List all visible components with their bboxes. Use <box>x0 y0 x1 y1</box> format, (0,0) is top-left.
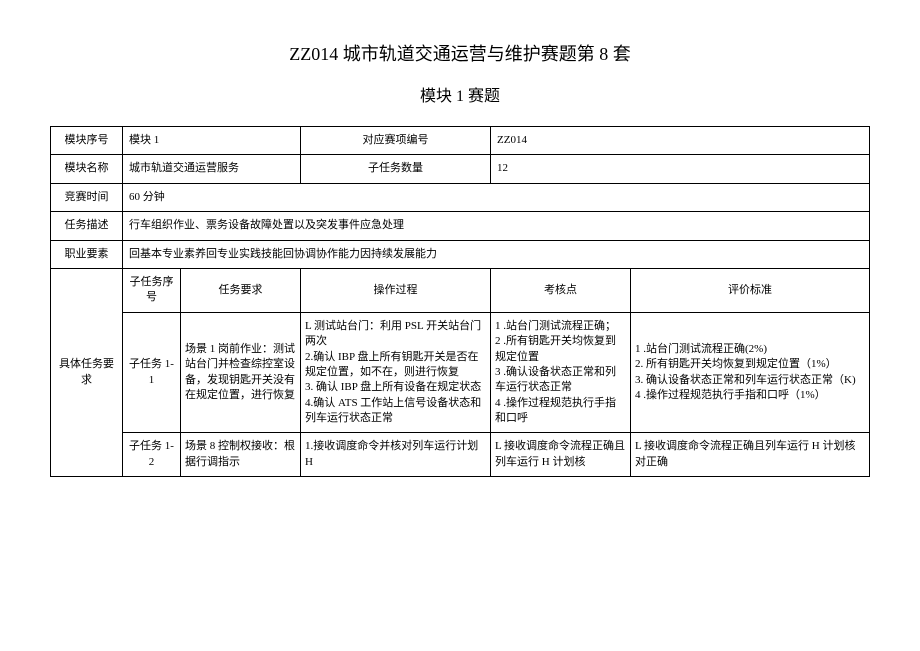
page-subtitle: 模块 1 赛题 <box>50 82 870 106</box>
row-task-desc: 任务描述 行车组织作业、票务设备故障处置以及突发事件应急处理 <box>51 212 870 240</box>
header-subtask-seq: 子任务序号 <box>123 268 181 312</box>
task-eval: L 接收调度命令流程正确且列车运行 H 计划核对正确 <box>631 433 870 477</box>
label-task-desc: 任务描述 <box>51 212 123 240</box>
label-occ-req: 职业要素 <box>51 240 123 268</box>
value-task-desc: 行车组织作业、票务设备故障处置以及突发事件应急处理 <box>123 212 870 240</box>
value-subtask-count: 12 <box>491 155 870 183</box>
page-title: ZZ014 城市轨道交通运营与维护赛题第 8 套 <box>50 40 870 66</box>
header-task-req: 任务要求 <box>181 268 301 312</box>
task-seq: 子任务 1-2 <box>123 433 181 477</box>
task-check: L 接收调度命令流程正确且列车运行 H 计划核 <box>491 433 631 477</box>
main-table: 模块序号 模块 1 对应赛项编号 ZZ014 模块名称 城市轨道交通运营服务 子… <box>50 126 870 477</box>
row-occ-req: 职业要素 回基本专业素养回专业实践技能回协调协作能力因持续发展能力 <box>51 240 870 268</box>
value-module-name: 城市轨道交通运营服务 <box>123 155 301 183</box>
row-module-seq: 模块序号 模块 1 对应赛项编号 ZZ014 <box>51 127 870 155</box>
row-task-headers: 具体任务要求 子任务序号 任务要求 操作过程 考核点 评价标准 <box>51 268 870 312</box>
label-module-seq: 模块序号 <box>51 127 123 155</box>
value-module-seq: 模块 1 <box>123 127 301 155</box>
task-row-1: 子任务 1-1 场景 1 岗前作业：测试站台门并检查综控室设备，发现钥匙开关没有… <box>51 312 870 433</box>
label-comp-code: 对应赛项编号 <box>301 127 491 155</box>
task-row-2: 子任务 1-2 场景 8 控制权接收：根据行调指示 1.接收调度命令并核对列车运… <box>51 433 870 477</box>
task-req: 场景 8 控制权接收：根据行调指示 <box>181 433 301 477</box>
task-check: 1 .站台门测试流程正确；2 .所有钥匙开关均恢复到规定位置3 .确认设备状态正… <box>491 312 631 433</box>
task-proc: L 测试站台门：利用 PSL 开关站台门两次2.确认 IBP 盘上所有钥匙开关是… <box>301 312 491 433</box>
row-module-name: 模块名称 城市轨道交通运营服务 子任务数量 12 <box>51 155 870 183</box>
header-check: 考核点 <box>491 268 631 312</box>
value-comp-time: 60 分钟 <box>123 183 870 211</box>
header-eval: 评价标准 <box>631 268 870 312</box>
value-comp-code: ZZ014 <box>491 127 870 155</box>
label-subtask-count: 子任务数量 <box>301 155 491 183</box>
label-comp-time: 竞赛时间 <box>51 183 123 211</box>
task-seq: 子任务 1-1 <box>123 312 181 433</box>
label-detail: 具体任务要求 <box>51 268 123 476</box>
task-eval: 1 .站台门测试流程正确(2%)2. 所有钥匙开关均恢复到规定位置（1%）3. … <box>631 312 870 433</box>
task-req: 场景 1 岗前作业：测试站台门并检查综控室设备，发现钥匙开关没有在规定位置，进行… <box>181 312 301 433</box>
task-proc: 1.接收调度命令并核对列车运行计划 H <box>301 433 491 477</box>
row-comp-time: 竞赛时间 60 分钟 <box>51 183 870 211</box>
header-proc: 操作过程 <box>301 268 491 312</box>
label-module-name: 模块名称 <box>51 155 123 183</box>
value-occ-req: 回基本专业素养回专业实践技能回协调协作能力因持续发展能力 <box>123 240 870 268</box>
